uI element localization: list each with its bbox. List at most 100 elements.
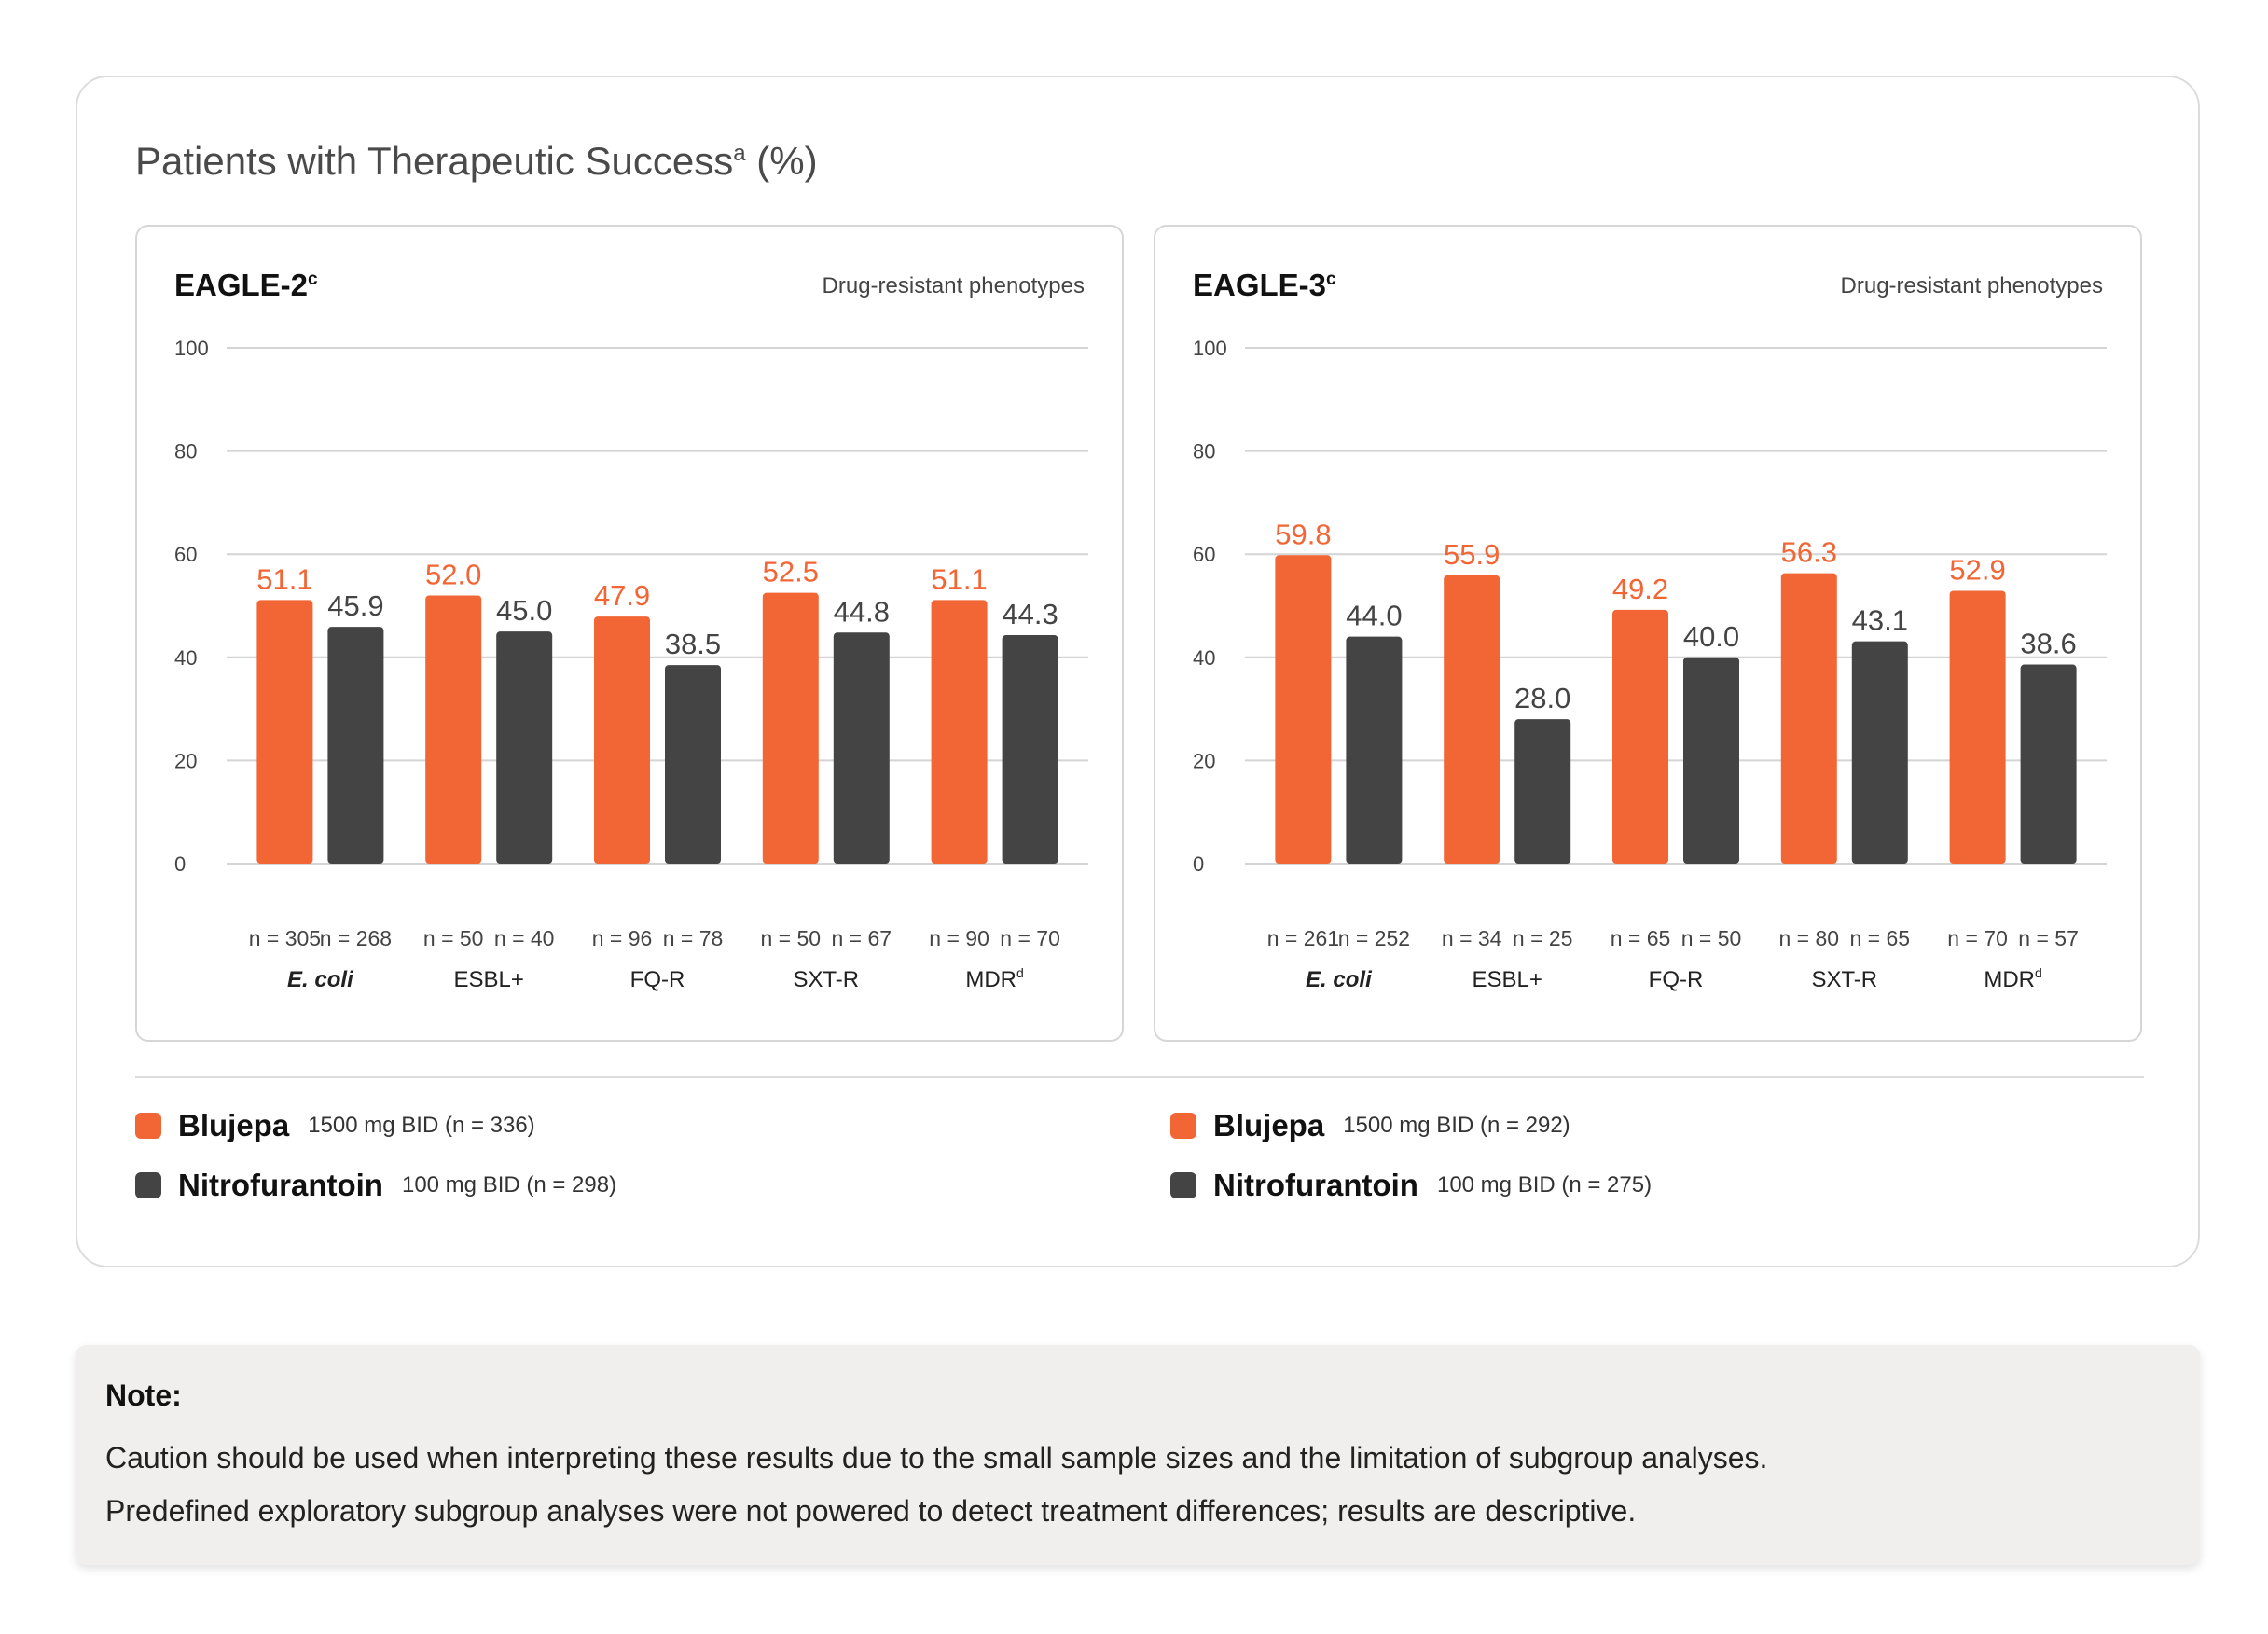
bar-nitrofurantoin <box>496 631 553 864</box>
category-label: SXT-R <box>1811 967 1877 992</box>
chart-subtitle: Drug-resistant phenotypes <box>822 273 1085 298</box>
y-tick-label: 100 <box>1193 337 1227 360</box>
page-title: Patients with Therapeutic Successa (%) <box>135 139 818 183</box>
category-label: E. coli <box>287 967 354 992</box>
n-label: n = 65 <box>1850 926 1911 950</box>
n-label: n = 50 <box>761 926 822 950</box>
y-tick-label: 60 <box>174 543 197 566</box>
n-label: n = 261 <box>1267 926 1339 950</box>
legend-dose: 1500 mg BID (n = 336) <box>308 1113 535 1138</box>
bar-blujepa <box>762 592 819 864</box>
legend-swatch <box>1170 1113 1196 1139</box>
n-label: n = 57 <box>2018 926 2079 950</box>
bar-nitrofurantoin <box>327 627 384 864</box>
y-tick-label: 40 <box>174 646 197 670</box>
eagle-2-legend: Blujepa 1500 mg BID (n = 336) Nitrofuran… <box>135 1107 616 1226</box>
chart-subtitle: Drug-resistant phenotypes <box>1840 273 2103 298</box>
category-footnote-marker: d <box>1016 965 1024 980</box>
data-label: 44.3 <box>1002 598 1058 630</box>
category-footnote-marker: d <box>2035 965 2042 980</box>
bar-nitrofurantoin <box>1346 636 1403 864</box>
legend-item-nitrofurantoin: Nitrofurantoin 100 mg BID (n = 275) <box>1170 1167 1652 1204</box>
bar-nitrofurantoin <box>1683 657 1739 864</box>
legend-item-blujepa: Blujepa 1500 mg BID (n = 292) <box>1170 1107 1652 1144</box>
note-title: Note: <box>105 1378 182 1412</box>
n-label: n = 268 <box>320 926 392 950</box>
chart-title: EAGLE-2c <box>174 268 318 302</box>
legend-name: Blujepa <box>1213 1108 1325 1142</box>
y-tick-label: 20 <box>174 749 197 772</box>
y-tick-label: 0 <box>1193 852 1204 876</box>
legend-name: Nitrofurantoin <box>178 1168 383 1202</box>
data-label: 47.9 <box>594 579 650 612</box>
note-box: Note: Caution should be used when interp… <box>76 1345 2200 1565</box>
legend-name: Nitrofurantoin <box>1213 1168 1418 1202</box>
data-label: 38.5 <box>665 628 721 660</box>
n-label: n = 70 <box>1947 926 2008 950</box>
eagle-3-legend: Blujepa 1500 mg BID (n = 292) Nitrofuran… <box>1170 1107 1652 1226</box>
bar-nitrofurantoin <box>1514 719 1571 864</box>
n-label: n = 80 <box>1779 926 1840 950</box>
bar-blujepa <box>1444 575 1500 864</box>
bar-nitrofurantoin <box>833 632 890 864</box>
category-label: MDRd <box>1984 965 2041 992</box>
bar-blujepa <box>1780 573 1837 864</box>
legend-dose: 100 mg BID (n = 298) <box>401 1172 617 1198</box>
n-label: n = 40 <box>494 926 555 950</box>
n-label: n = 65 <box>1611 926 1671 950</box>
n-label: n = 25 <box>1513 926 1573 950</box>
chart-title: EAGLE-3c <box>1193 268 1336 302</box>
category-label: FQ-R <box>1649 967 1704 992</box>
n-label: n = 252 <box>1338 926 1410 950</box>
bar-blujepa <box>1275 555 1332 864</box>
legend-item-nitrofurantoin: Nitrofurantoin 100 mg BID (n = 298) <box>135 1167 616 1204</box>
n-label: n = 78 <box>663 926 724 950</box>
legend-swatch <box>135 1113 161 1139</box>
bar-nitrofurantoin <box>2020 664 2077 864</box>
bar-blujepa <box>256 600 313 864</box>
y-tick-label: 100 <box>174 337 209 360</box>
legend-dose: 1500 mg BID (n = 292) <box>1343 1113 1570 1138</box>
bar-nitrofurantoin <box>665 665 721 864</box>
data-label: 52.0 <box>425 558 481 590</box>
n-label: n = 305 <box>249 926 321 950</box>
bar-nitrofurantoin <box>1002 635 1058 864</box>
data-label: 45.0 <box>496 594 552 627</box>
therapeutic-success-card: Patients with Therapeutic Successa (%) E… <box>76 76 2200 1267</box>
eagle-2-chart-panel: EAGLE-2c Drug-resistant phenotypes 0 20 40… <box>135 225 1124 1042</box>
data-label: 55.9 <box>1444 538 1500 571</box>
data-label: 40.0 <box>1683 620 1739 653</box>
data-label: 52.5 <box>763 556 819 589</box>
n-label: n = 50 <box>1681 926 1742 950</box>
legend-swatch <box>135 1172 161 1198</box>
bar-nitrofurantoin <box>1851 641 1908 864</box>
data-label: 56.3 <box>1781 536 1837 569</box>
legend-dose: 100 mg BID (n = 275) <box>1436 1172 1653 1198</box>
category-label: FQ-R <box>630 967 685 992</box>
data-label: 52.9 <box>1949 553 2005 586</box>
data-label: 51.1 <box>931 562 987 595</box>
note-line: Predefined exploratory subgroup analyses… <box>105 1494 1637 1528</box>
category-label: MDRd <box>965 965 1023 992</box>
data-label: 44.8 <box>834 595 890 628</box>
eagle-2-bar-chart: 0 20 40 60 80 100 51.1 n = 305 45.9 n = 268 E. col… <box>174 337 1088 992</box>
y-tick-label: 60 <box>1193 543 1215 566</box>
bar-blujepa <box>594 616 650 864</box>
category-label: ESBL+ <box>1473 967 1542 992</box>
n-label: n = 67 <box>832 926 892 950</box>
y-tick-label: 40 <box>1193 646 1215 670</box>
legend-swatch <box>1170 1172 1196 1198</box>
n-label: n = 70 <box>1000 926 1060 950</box>
data-label: 45.9 <box>327 589 383 622</box>
eagle-3-bar-chart: 0 20 40 60 80 100 59.8 n = 261 44.0 n = 252 E. col… <box>1193 337 2107 992</box>
data-label: 49.2 <box>1612 573 1668 605</box>
legend-name: Blujepa <box>178 1108 290 1142</box>
category-label: SXT-R <box>793 967 859 992</box>
note-line: Caution should be used when interpreting… <box>105 1441 1768 1475</box>
bar-blujepa <box>425 595 482 864</box>
bar-blujepa <box>1612 609 1668 864</box>
bar-blujepa <box>931 600 988 864</box>
category-label: E. coli <box>1306 967 1373 992</box>
data-label: 44.0 <box>1346 600 1402 632</box>
n-label: n = 50 <box>423 926 484 950</box>
